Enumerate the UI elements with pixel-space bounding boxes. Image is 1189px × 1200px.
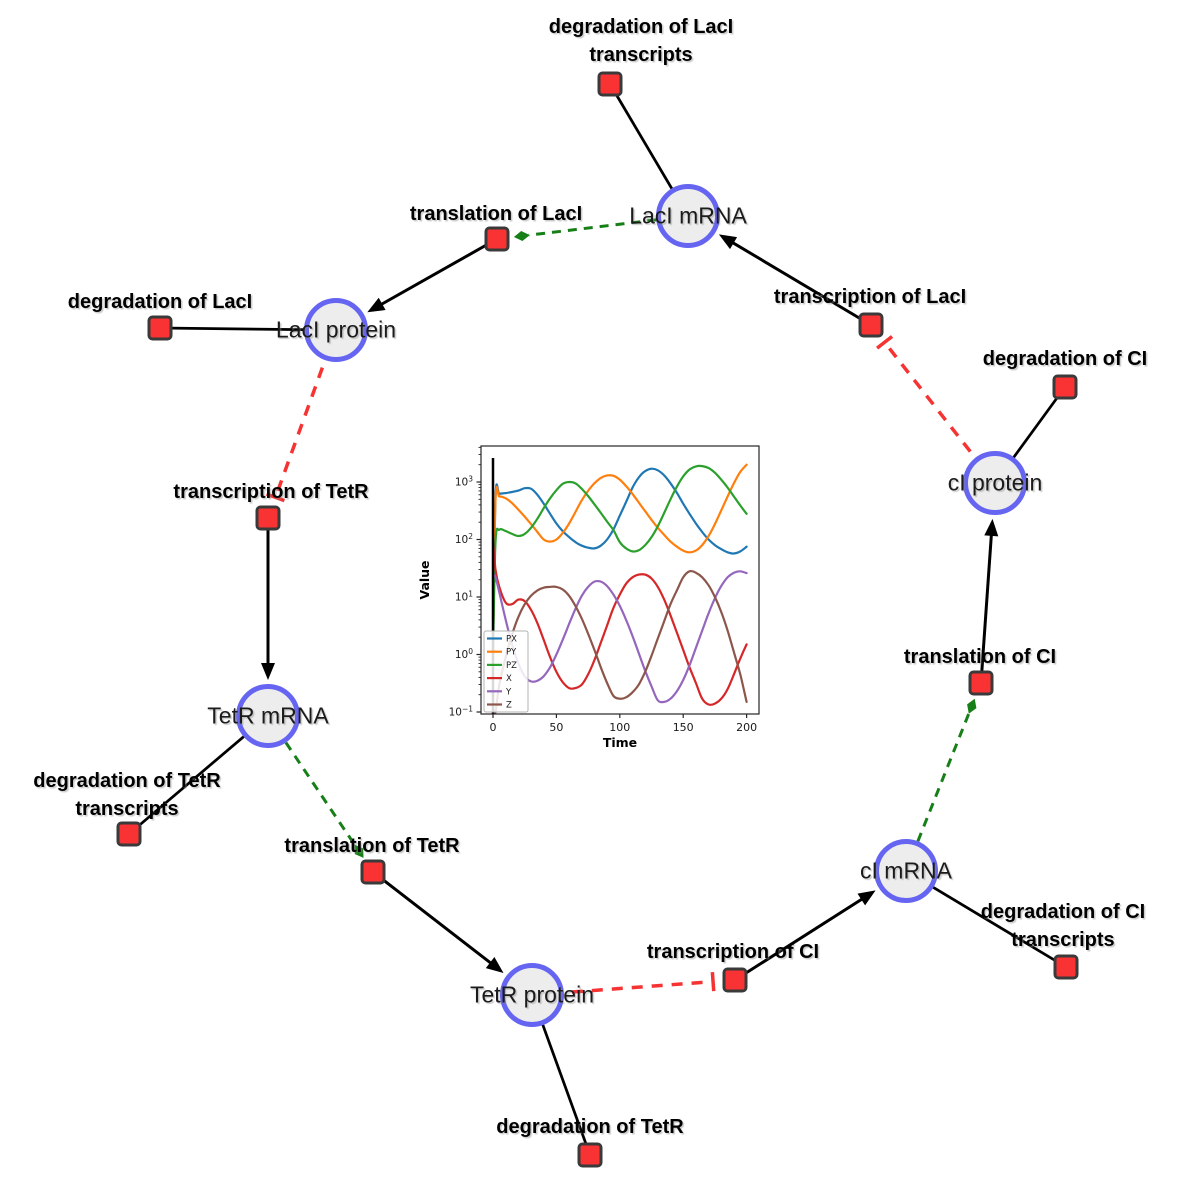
y-tick-label: 102 [455, 532, 473, 546]
edge-consume [530, 994, 592, 1156]
inset-background [415, 425, 780, 775]
edge-consume [128, 714, 269, 836]
tee-inhibitor-icon [710, 972, 716, 992]
edge-consume [608, 83, 690, 217]
legend-entry-py: PY [506, 648, 517, 658]
diamond-arrowhead-icon [967, 698, 977, 714]
edge-produce [375, 237, 498, 309]
tee-inhibitor-icon [265, 492, 286, 503]
edge-consume [993, 386, 1067, 484]
x-axis-label: Time [603, 735, 637, 750]
edge-catalyze [528, 214, 689, 237]
edge-consume [905, 869, 1067, 969]
edge-catalyze [266, 715, 357, 847]
legend-entry-z: Z [506, 701, 512, 711]
diamond-arrowhead-icon [513, 231, 530, 241]
arrowhead-icon [367, 297, 386, 313]
x-tick-label: 150 [673, 721, 694, 734]
series-line-py [491, 463, 748, 656]
series-line-y [491, 570, 748, 704]
edge-consume [159, 326, 337, 332]
arrowhead-icon [857, 890, 876, 906]
y-axis-label: Value [417, 560, 432, 599]
edge-produce [979, 528, 994, 684]
edge-produce [372, 870, 497, 969]
y-tick-label: 100 [455, 647, 473, 661]
arrowhead-icon [261, 663, 275, 680]
y-tick-label: 103 [455, 475, 473, 489]
legend-entry-y: Y [505, 687, 512, 697]
arrowhead-icon [485, 957, 504, 973]
edge-inhibit [531, 979, 714, 997]
legend-entry-px: PX [506, 635, 517, 645]
edge-catalyze [904, 712, 971, 872]
x-tick-label: 200 [736, 721, 757, 734]
x-tick-label: 0 [490, 721, 497, 734]
series-line-px [491, 467, 748, 656]
edge-produce [726, 238, 872, 327]
diamond-arrowhead-icon [354, 844, 364, 858]
x-tick-label: 100 [609, 721, 630, 734]
legend-entry-pz: PZ [506, 661, 517, 671]
series-line-z [494, 569, 748, 714]
inset-plot: 0 50 100 150 200 10−1 100 101 102 103 Time Value PX P… [415, 425, 780, 775]
edge-inhibit [273, 329, 338, 498]
series-line-pz [491, 464, 748, 656]
y-tick-label: 10−1 [449, 705, 474, 719]
x-tick-label: 50 [549, 721, 563, 734]
tee-inhibitor-icon [876, 335, 894, 350]
legend-entry-x: X [506, 674, 512, 684]
arrowhead-icon [718, 234, 738, 250]
edge-inhibit [883, 341, 997, 485]
y-tick-label: 101 [455, 590, 473, 604]
edge-produce [734, 894, 869, 982]
arrowhead-icon [984, 518, 999, 537]
